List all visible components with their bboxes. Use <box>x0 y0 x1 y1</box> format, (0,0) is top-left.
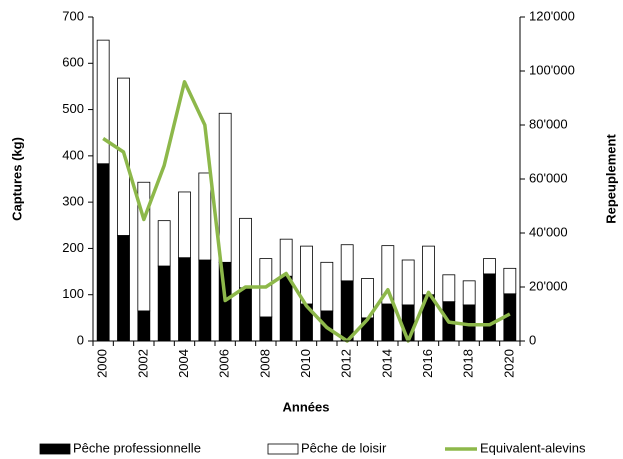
bar <box>422 245 435 296</box>
legend-swatch <box>267 443 299 455</box>
legend-swatch <box>39 443 71 455</box>
y2-tick-label: 0 <box>529 332 536 347</box>
bar <box>401 304 415 342</box>
bar <box>340 244 354 282</box>
y-tick-label: 400 <box>62 147 84 162</box>
x-tick-label: 2002 <box>135 349 150 378</box>
y2-tick-label: 80'000 <box>529 116 568 131</box>
bar <box>239 217 252 289</box>
bar <box>503 267 517 295</box>
x-tick-label: 2004 <box>176 349 191 378</box>
y-tick-label: 300 <box>62 194 84 209</box>
y-tick-label: 500 <box>62 101 84 116</box>
bar <box>320 261 334 312</box>
x-tick-label: 2008 <box>257 349 272 378</box>
y2-axis-title: Repeuplement <box>603 134 618 224</box>
bar <box>137 310 151 342</box>
bar <box>442 274 456 303</box>
x-tick-label: 2012 <box>339 349 354 378</box>
y2-tick-label: 20'000 <box>529 278 568 293</box>
y2-tick-label: 60'000 <box>529 170 568 185</box>
legend-label: Pêche de loisir <box>301 440 387 455</box>
bar <box>178 191 191 259</box>
bar <box>483 273 496 342</box>
bar <box>96 39 110 165</box>
x-tick-label: 2018 <box>461 349 476 378</box>
bar <box>279 275 293 342</box>
x-tick-label: 2016 <box>420 349 435 378</box>
bar <box>483 258 496 275</box>
bar <box>198 259 212 342</box>
bar <box>239 287 252 342</box>
y2-tick-label: 120'000 <box>529 8 575 23</box>
y-axis-title: Captures (kg) <box>9 137 24 221</box>
x-tick-label: 2006 <box>217 349 232 378</box>
bar <box>381 303 395 342</box>
legend-label: Equivalent-alevins <box>480 440 586 455</box>
bar <box>178 257 191 342</box>
bar <box>381 245 395 305</box>
x-tick-label: 2014 <box>379 349 394 378</box>
x-tick-label: 2010 <box>298 349 313 378</box>
bar <box>300 245 313 305</box>
bar <box>198 172 212 261</box>
y-tick-label: 0 <box>77 332 84 347</box>
line <box>102 80 511 343</box>
bar <box>340 280 354 342</box>
bar <box>259 316 273 342</box>
legend-label: Pêche professionnelle <box>73 440 201 455</box>
y2-tick-label: 40'000 <box>529 224 568 239</box>
bar <box>401 259 415 306</box>
y-tick-label: 600 <box>62 55 84 70</box>
y-tick-label: 200 <box>62 240 84 255</box>
y-tick-label: 700 <box>62 8 84 23</box>
x-axis-title: Années <box>283 399 330 414</box>
bar <box>157 220 171 267</box>
bar <box>462 280 476 306</box>
x-tick-label: 2020 <box>501 349 516 378</box>
y2-tick-label: 100'000 <box>529 62 575 77</box>
bar <box>96 163 110 342</box>
bar <box>279 238 293 277</box>
bar <box>117 235 130 342</box>
bar <box>157 265 171 342</box>
y-tick-label: 100 <box>62 286 84 301</box>
x-tick-label: 2000 <box>95 349 110 378</box>
bar <box>218 112 232 263</box>
